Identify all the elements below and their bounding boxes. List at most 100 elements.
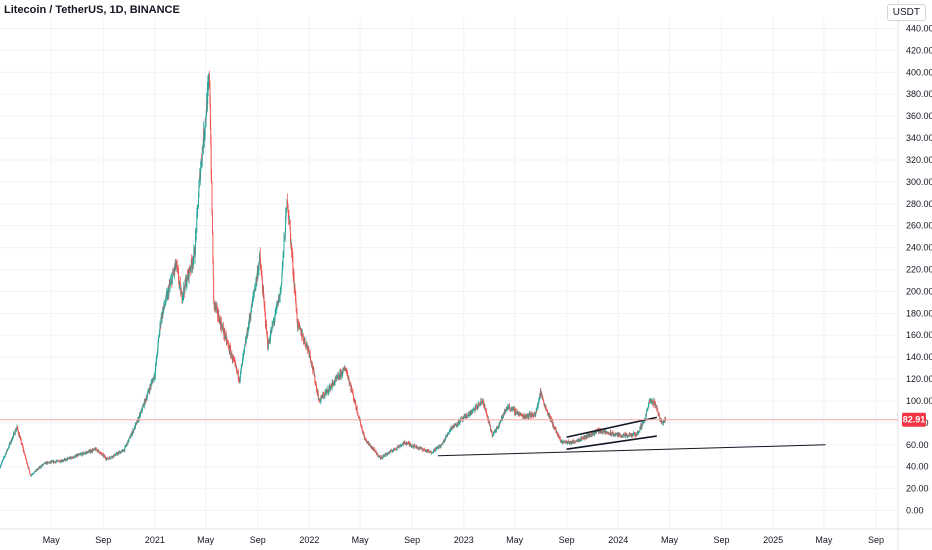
candle-body xyxy=(20,439,22,444)
candle-body xyxy=(358,416,360,418)
candle-body xyxy=(339,372,341,379)
candle-body xyxy=(106,458,108,460)
x-axis[interactable]: May Sep 2021 May Sep 2022 May Sep 2023 May Sep 2024… xyxy=(0,528,932,545)
candle-body xyxy=(569,441,571,444)
candle-body xyxy=(428,450,430,452)
candle-body xyxy=(3,457,5,459)
y-axis[interactable]: 0.0020.0040.0060.0080.00100.00120.00140.… xyxy=(897,0,932,550)
candle-body xyxy=(41,465,43,467)
candle-body xyxy=(281,274,283,284)
x-tick-label: 2025 xyxy=(763,535,783,545)
candle-body xyxy=(468,414,469,416)
candle-body xyxy=(418,447,419,449)
trendline[interactable] xyxy=(566,416,657,438)
candle-body xyxy=(295,295,297,304)
candle-body xyxy=(400,445,402,447)
candle-body xyxy=(225,335,227,342)
candle-body xyxy=(635,433,637,436)
candle-body xyxy=(541,393,543,398)
candle-body xyxy=(430,451,432,454)
candle-body xyxy=(168,285,170,289)
candle-body xyxy=(28,468,30,471)
candle-body xyxy=(303,339,305,342)
candle-body xyxy=(363,432,364,434)
candle-body xyxy=(22,446,24,448)
candle-body xyxy=(616,433,618,437)
candle-body xyxy=(135,423,137,425)
candle-body xyxy=(479,404,481,406)
candle-body xyxy=(83,452,85,454)
candle-body xyxy=(121,451,122,453)
candle-body xyxy=(643,420,645,423)
candle-body xyxy=(302,334,304,338)
candle-body xyxy=(522,417,524,419)
candle-body xyxy=(554,426,556,429)
candle-body xyxy=(491,431,493,437)
candle-body xyxy=(93,448,95,450)
candle-body xyxy=(446,433,448,436)
candle-body xyxy=(283,237,285,240)
candle-body xyxy=(153,375,155,380)
candle-body xyxy=(127,440,129,445)
candle-body xyxy=(324,392,326,396)
candle-body xyxy=(59,460,61,462)
candle-body xyxy=(564,440,566,442)
candle-body xyxy=(375,450,377,452)
last-price-marker: 82.91 xyxy=(0,412,926,427)
candle-body xyxy=(645,414,647,415)
candle-body xyxy=(189,270,191,272)
candle-body xyxy=(545,409,547,411)
candle-body xyxy=(11,439,13,441)
y-tick-label: 160.00 xyxy=(906,330,932,340)
candle-body xyxy=(492,433,494,435)
trendline[interactable] xyxy=(566,435,657,450)
candle-body xyxy=(242,358,243,365)
y-tick-label: 0.00 xyxy=(906,506,924,516)
y-tick-label: 280.00 xyxy=(906,199,932,209)
y-tick-label: 300.00 xyxy=(906,177,932,187)
candle-body xyxy=(242,357,244,359)
candle-body xyxy=(538,399,540,401)
candle-body xyxy=(35,471,36,473)
candle-body xyxy=(113,455,115,457)
candle-body xyxy=(210,128,212,146)
candle-body xyxy=(498,422,500,425)
candle-body xyxy=(37,469,39,471)
currency-selector[interactable]: USDT xyxy=(886,4,926,21)
candle-body xyxy=(515,412,517,414)
candle-body xyxy=(238,377,240,379)
candle-body xyxy=(250,316,251,318)
candle-body xyxy=(407,443,408,445)
candle-body xyxy=(175,260,177,266)
candle-body xyxy=(314,382,316,384)
candle-body xyxy=(553,423,554,428)
x-tick-label: May xyxy=(506,535,524,545)
candle-body xyxy=(263,296,265,304)
candle-body xyxy=(414,445,416,447)
candle-body xyxy=(485,410,487,412)
candle-body xyxy=(117,454,119,455)
candle-body xyxy=(56,461,58,462)
candle-body xyxy=(377,453,379,457)
candle-body xyxy=(533,416,535,418)
candle-body xyxy=(201,160,203,163)
candle-body xyxy=(475,407,477,409)
candle-body xyxy=(590,432,592,436)
candle-body xyxy=(13,432,15,435)
candle-body xyxy=(255,278,257,285)
trendline[interactable] xyxy=(437,444,826,457)
candle-body xyxy=(160,320,162,326)
candle-body xyxy=(231,353,233,359)
candle-body xyxy=(289,226,291,234)
candle-body xyxy=(30,474,31,476)
candle-series xyxy=(0,70,667,477)
candle-body xyxy=(567,442,568,444)
candle-body xyxy=(430,451,432,453)
candle-body xyxy=(115,453,117,455)
candle-body xyxy=(570,441,572,442)
candle-body xyxy=(264,303,265,307)
y-tick-label: 40.00 xyxy=(906,462,929,472)
candle-body xyxy=(227,342,229,344)
candle-body xyxy=(320,397,322,400)
